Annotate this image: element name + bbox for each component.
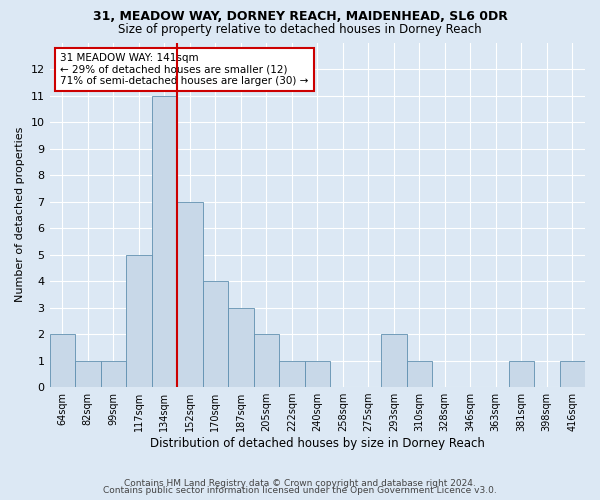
Bar (203, 281, 228, 387)
Bar (381, 334, 407, 387)
Text: 31 MEADOW WAY: 141sqm
← 29% of detached houses are smaller (12)
71% of semi-deta: 31 MEADOW WAY: 141sqm ← 29% of detached … (60, 53, 308, 86)
Text: Size of property relative to detached houses in Dorney Reach: Size of property relative to detached ho… (118, 22, 482, 36)
Text: Contains public sector information licensed under the Open Government Licence v3: Contains public sector information licen… (103, 486, 497, 495)
Bar (177, 202, 203, 387)
Bar (50, 334, 75, 387)
Text: Contains HM Land Registry data © Crown copyright and database right 2024.: Contains HM Land Registry data © Crown c… (124, 478, 476, 488)
Bar (509, 360, 534, 387)
Bar (75, 360, 101, 387)
Bar (279, 360, 305, 387)
Bar (126, 254, 152, 387)
Bar (152, 96, 177, 387)
Bar (101, 360, 126, 387)
Bar (407, 360, 432, 387)
Bar (305, 360, 330, 387)
Bar (560, 360, 585, 387)
Text: 31, MEADOW WAY, DORNEY REACH, MAIDENHEAD, SL6 0DR: 31, MEADOW WAY, DORNEY REACH, MAIDENHEAD… (92, 10, 508, 23)
Y-axis label: Number of detached properties: Number of detached properties (15, 127, 25, 302)
Bar (254, 334, 279, 387)
X-axis label: Distribution of detached houses by size in Dorney Reach: Distribution of detached houses by size … (150, 437, 485, 450)
Bar (228, 308, 254, 387)
